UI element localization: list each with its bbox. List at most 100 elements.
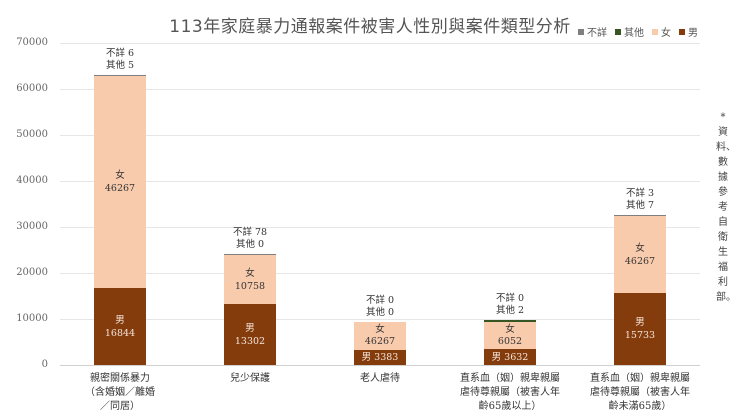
legend-label: 男 (688, 28, 698, 39)
bar-top-label: 不詳 3 其他 7 (600, 188, 680, 212)
legend-swatch-icon (679, 28, 685, 35)
segment-female: 女 6052 (484, 322, 536, 349)
segment-unknown (94, 75, 146, 76)
legend-label: 女 (661, 28, 671, 39)
female-label: 女 (245, 267, 255, 279)
male-value: 15733 (624, 330, 656, 341)
legend-swatch-icon (652, 28, 658, 35)
x-label-line: 虐待尊親屬（被害人年 (590, 387, 690, 398)
x-label-child-protection: 兒少保護 (190, 372, 310, 386)
male-value: 男 3383 (361, 352, 399, 363)
x-label-line: 齡未滿65歲） (608, 401, 672, 412)
female-value: 10758 (234, 280, 266, 292)
y-tick: 60000 (16, 83, 48, 94)
x-label-line: ／同居） (100, 401, 140, 412)
segment-unknown (224, 254, 276, 255)
y-tick: 50000 (16, 129, 48, 140)
segment-female: 女 10758 (224, 255, 276, 304)
other-label: 其他 0 (365, 307, 395, 318)
male-value: 13302 (234, 335, 266, 347)
unknown-label: 不詳 6 (105, 48, 135, 59)
gridline (60, 43, 700, 44)
x-label-elder-abuse: 老人虐待 (320, 372, 440, 386)
x-label-line: 直系血（姻）親卑親屬 (460, 373, 560, 384)
unknown-label: 不詳 0 (495, 293, 525, 304)
y-tick: 20000 (16, 267, 48, 278)
y-tick: 30000 (16, 221, 48, 232)
x-label-line: 親密關係暴力 (90, 373, 150, 384)
plot-area: 不詳 6 其他 5 女 46267 男 16844 不詳 78 其他 0 女 1… (60, 43, 700, 366)
legend-item-female: 女 (652, 24, 671, 39)
x-label-line: 虐待尊親屬（被害人年 (460, 387, 560, 398)
x-label-line: 直系血（姻）親卑親屬 (590, 373, 690, 384)
y-tick: 70000 (16, 37, 48, 48)
bar-top-label: 不詳 0 其他 0 (340, 295, 420, 319)
legend: 不詳 其他 女 男 (578, 24, 698, 39)
legend-swatch-icon (578, 28, 584, 35)
source-note: *資料、數據參考自衛生福利部。 (716, 112, 736, 303)
x-label-intimate-partner: 親密關係暴力 （含婚姻／離婚 ／同居） (60, 372, 180, 414)
unknown-label: 不詳 3 (625, 188, 655, 199)
female-label: 女 (635, 242, 645, 254)
male-value: 男 3632 (491, 351, 529, 363)
other-label: 其他 7 (625, 200, 655, 211)
segment-female: 女 46267 (614, 216, 666, 293)
x-label-line: 老人虐待 (360, 373, 400, 384)
segment-female: 女 46267 (354, 322, 406, 350)
gridline (60, 227, 700, 228)
x-axis (60, 365, 700, 366)
legend-swatch-icon (615, 28, 621, 35)
female-value: 46267 (104, 183, 136, 194)
legend-label: 不詳 (587, 28, 607, 39)
gridline (60, 319, 700, 320)
bar-intimate-partner: 不詳 6 其他 5 女 46267 男 16844 (94, 48, 146, 365)
gridline (60, 89, 700, 90)
bar-top-label: 不詳 6 其他 5 (80, 48, 160, 72)
gridline (60, 135, 700, 136)
x-label-line: 兒少保護 (230, 373, 270, 384)
bar-lineal-under-65: 不詳 3 其他 7 女 46267 男 15733 (614, 188, 666, 365)
female-label: 女 (115, 170, 125, 181)
female-value: 46267 (624, 255, 656, 267)
unknown-label: 不詳 0 (365, 295, 395, 306)
x-label-line: 齡65歲以上） (478, 401, 542, 412)
y-tick: 10000 (16, 313, 48, 324)
bar-lineal-65-plus: 不詳 0 其他 2 女 6052 男 3632 (484, 293, 536, 365)
x-label-lineal-under-65: 直系血（姻）親卑親屬 虐待尊親屬（被害人年 齡未滿65歲） (580, 372, 700, 414)
segment-male: 男 3383 (354, 350, 406, 365)
bar-elder-abuse: 不詳 0 其他 0 女 46267 男 3383 (354, 295, 406, 365)
bar-top-label: 不詳 78 其他 0 (210, 227, 290, 251)
chart-title: 113年家庭暴力通報案件被害人性別與案件類型分析 (169, 17, 571, 37)
bar-child-protection: 不詳 78 其他 0 女 10758 男 13302 (224, 227, 276, 365)
female-label: 女 (375, 324, 385, 335)
segment-male: 男 3632 (484, 349, 536, 365)
male-label: 男 (245, 322, 255, 334)
segment-other (484, 320, 536, 322)
gridline (60, 273, 700, 274)
legend-item-male: 男 (679, 24, 698, 39)
other-label: 其他 5 (105, 60, 135, 71)
female-value: 46267 (364, 336, 396, 347)
other-label: 其他 2 (495, 305, 525, 316)
legend-item-other: 其他 (615, 24, 644, 39)
segment-female: 女 46267 (94, 76, 146, 288)
x-label-line: （含婚姻／離婚 (85, 387, 155, 398)
gridline (60, 181, 700, 182)
unknown-label: 不詳 78 (232, 227, 268, 238)
female-value: 6052 (497, 335, 523, 347)
male-label: 男 (635, 317, 645, 328)
segment-male: 男 16844 (94, 288, 146, 365)
segment-unknown (614, 215, 666, 216)
legend-item-unknown: 不詳 (578, 24, 607, 39)
segment-male: 男 15733 (614, 293, 666, 365)
male-value: 16844 (104, 327, 136, 339)
female-label: 女 (505, 323, 515, 335)
segment-male: 男 13302 (224, 304, 276, 365)
male-label: 男 (115, 314, 125, 326)
other-label: 其他 0 (235, 239, 265, 250)
legend-label: 其他 (624, 28, 644, 39)
bar-top-label: 不詳 0 其他 2 (470, 293, 550, 317)
y-tick: 40000 (16, 175, 48, 186)
x-label-lineal-65-plus: 直系血（姻）親卑親屬 虐待尊親屬（被害人年 齡65歲以上） (450, 372, 570, 414)
y-tick: 0 (41, 359, 48, 370)
